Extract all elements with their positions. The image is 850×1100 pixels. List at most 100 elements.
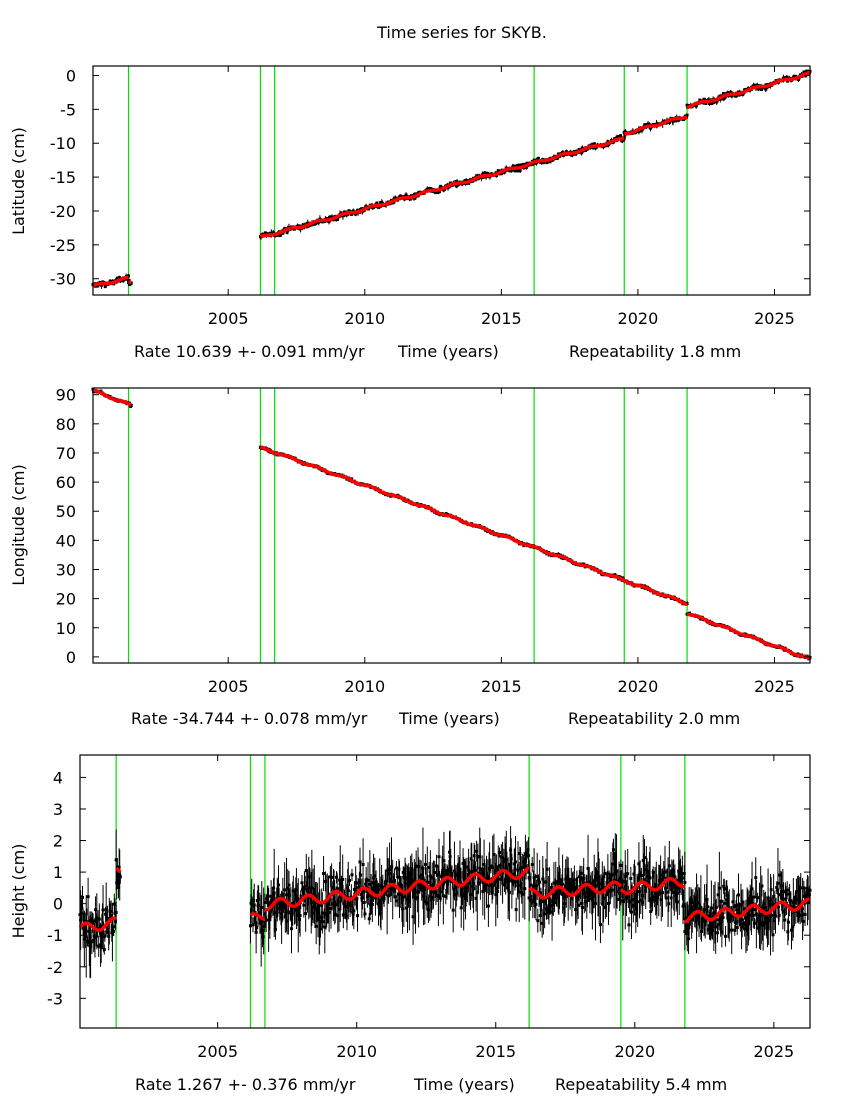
data-point	[114, 910, 118, 914]
data-point	[95, 919, 99, 923]
data-point	[104, 912, 108, 916]
data-point	[408, 883, 412, 887]
y-tick-label: 20	[56, 590, 76, 609]
data-point	[343, 904, 347, 908]
data-point	[462, 878, 466, 882]
data-point	[371, 881, 375, 885]
data-point	[454, 884, 458, 888]
data-point	[485, 877, 489, 881]
data-point	[270, 897, 274, 901]
data-point	[327, 910, 331, 914]
y-tick-label: 50	[56, 502, 76, 521]
data-point	[250, 903, 254, 907]
data-point	[262, 919, 266, 923]
data-point	[431, 883, 435, 887]
data-point	[480, 872, 484, 876]
data-point	[257, 897, 261, 901]
data-point	[472, 887, 476, 891]
data-point	[357, 881, 361, 885]
data-point	[296, 913, 300, 917]
data-point	[428, 894, 432, 898]
data-point	[330, 902, 334, 906]
data-point	[411, 915, 415, 919]
data-point	[423, 900, 427, 904]
data-point	[377, 902, 381, 906]
y-tick-label: -20	[50, 202, 76, 221]
data-point	[372, 876, 376, 880]
data-point	[321, 920, 325, 924]
data-point	[384, 879, 388, 883]
data-point	[308, 891, 312, 895]
plot-frame	[92, 387, 811, 664]
data-point	[301, 890, 305, 894]
data-point	[283, 888, 287, 892]
data-point	[285, 919, 289, 923]
data-point	[712, 100, 716, 104]
data-point	[291, 902, 295, 906]
data-point	[84, 934, 88, 938]
data-point	[272, 891, 276, 895]
data-point	[447, 850, 451, 854]
data-point	[478, 855, 482, 859]
data-point	[341, 913, 345, 917]
data-point	[451, 908, 455, 912]
observation-series	[78, 826, 812, 979]
data-point	[467, 868, 471, 872]
data-point	[250, 899, 254, 903]
data-point	[366, 878, 370, 882]
data-point	[393, 895, 397, 899]
data-point	[352, 909, 356, 913]
data-point	[471, 882, 475, 886]
data-point	[406, 885, 410, 889]
y-tick-label: 80	[56, 415, 76, 434]
data-point	[118, 875, 122, 879]
longitude-repeatability-label: Repeatability 2.0 mm	[568, 709, 740, 728]
data-point	[427, 865, 431, 869]
data-point	[265, 897, 269, 901]
data-point	[452, 887, 456, 891]
data-point	[468, 893, 472, 897]
data-point	[339, 887, 343, 891]
data-point	[367, 917, 371, 921]
data-point	[475, 891, 479, 895]
data-point	[91, 919, 95, 923]
data-point	[437, 190, 441, 194]
data-point	[405, 877, 409, 881]
data-point	[453, 874, 457, 878]
data-point	[80, 906, 84, 910]
data-point	[278, 900, 282, 904]
data-point	[260, 906, 264, 910]
data-point	[454, 184, 458, 188]
model-line	[623, 115, 689, 136]
data-point	[338, 878, 342, 882]
data-point	[443, 869, 447, 873]
data-point	[591, 142, 595, 146]
data-point	[117, 886, 121, 890]
data-point	[330, 875, 334, 879]
data-point	[255, 926, 259, 930]
data-point	[264, 918, 268, 922]
data-point	[454, 893, 458, 897]
data-point	[355, 896, 359, 900]
data-point	[82, 937, 86, 941]
data-point	[97, 944, 101, 948]
data-point	[368, 902, 372, 906]
data-point	[499, 855, 503, 859]
data-point	[421, 866, 425, 870]
data-point	[85, 939, 89, 943]
data-point	[720, 97, 724, 101]
y-tick-label: 30	[56, 560, 76, 579]
data-point	[304, 911, 308, 915]
data-point	[269, 894, 273, 898]
data-point	[426, 881, 430, 885]
data-point	[491, 866, 495, 870]
data-point	[637, 130, 641, 134]
data-point	[373, 874, 377, 878]
data-point	[497, 850, 501, 854]
data-point	[346, 889, 350, 893]
data-point	[278, 906, 282, 910]
data-point	[459, 906, 463, 910]
data-point	[721, 92, 725, 96]
